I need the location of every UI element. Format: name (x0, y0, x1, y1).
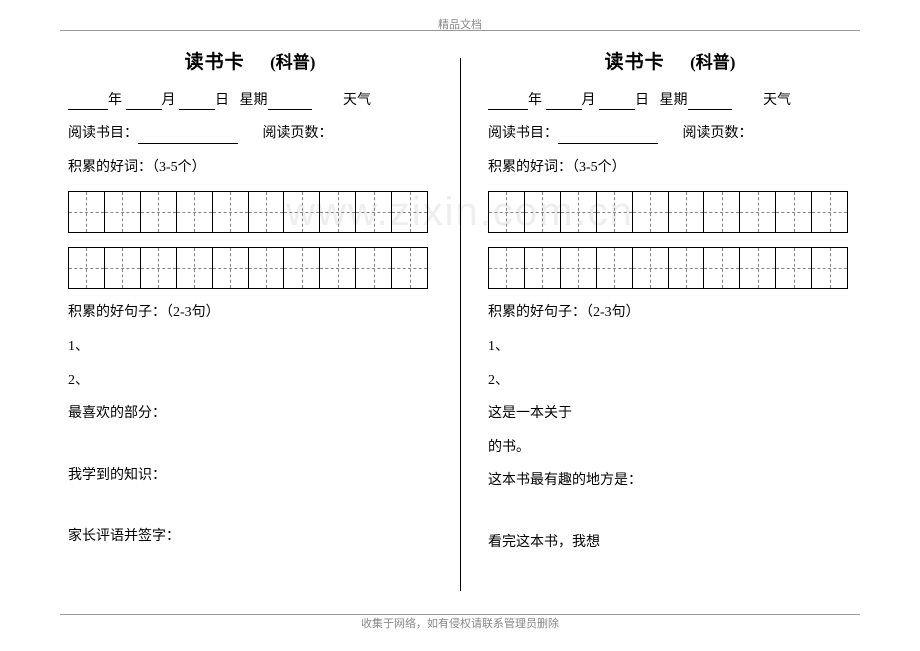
book-title-label: 阅读书目： (68, 126, 138, 141)
month-blank[interactable] (546, 94, 582, 110)
book-title-blank[interactable] (138, 128, 238, 144)
weather-label: 天气 (343, 93, 371, 108)
sentence-1: 1、 (68, 337, 432, 357)
spacer (68, 499, 432, 513)
title-sub: (科普) (270, 53, 315, 72)
after-reading: 看完这本书，我想 (488, 533, 852, 553)
most-fun: 这本书最有趣的地方是： (488, 471, 852, 491)
book-about-prefix: 这是一本关于 (488, 404, 852, 424)
weather-label: 天气 (763, 93, 791, 108)
good-words-label: 积累的好词：（3-5个） (68, 158, 432, 178)
date-line: 年 月 日 星期 天气 (488, 91, 852, 111)
parent-sign: 家长评语并签字： (68, 527, 432, 547)
title-main: 读书卡 (185, 52, 245, 73)
book-about-suffix: 的书。 (488, 438, 852, 458)
date-line: 年 月 日 星期 天气 (68, 91, 432, 111)
sentence-1: 1、 (488, 337, 852, 357)
spacer (488, 505, 852, 519)
year-blank[interactable] (68, 94, 108, 110)
page-header: 精品文档 (438, 16, 482, 32)
good-sentences-label: 积累的好句子：（2-3句） (488, 303, 852, 323)
day-blank[interactable] (599, 94, 635, 110)
month-label: 月 (582, 93, 596, 108)
weekday-label: 星期 (240, 93, 268, 108)
year-blank[interactable] (488, 94, 528, 110)
day-blank[interactable] (179, 94, 215, 110)
day-label: 日 (215, 93, 229, 108)
learned: 我学到的知识： (68, 466, 432, 486)
weekday-blank[interactable] (688, 94, 732, 110)
weekday-label: 星期 (660, 93, 688, 108)
month-label: 月 (162, 93, 176, 108)
book-line: 阅读书目： 阅读页数： (488, 124, 852, 144)
title-main: 读书卡 (605, 52, 665, 73)
day-label: 日 (635, 93, 649, 108)
good-sentences-label: 积累的好句子：（2-3句） (68, 303, 432, 323)
spacer (68, 438, 432, 452)
left-column: 读书卡 (科普) 年 月 日 星期 天气 阅读书目： 阅读页数： 积累的好词：（… (40, 50, 460, 601)
good-words-label: 积累的好词：（3-5个） (488, 158, 852, 178)
center-divider (460, 58, 461, 591)
tianzige-row-2[interactable] (488, 247, 848, 289)
month-blank[interactable] (126, 94, 162, 110)
pages-label: 阅读页数： (683, 126, 753, 141)
book-line: 阅读书目： 阅读页数： (68, 124, 432, 144)
page-footer: 收集于网络，如有侵权请联系管理员删除 (361, 615, 559, 631)
card-title: 读书卡 (科普) (68, 50, 432, 77)
year-label: 年 (528, 93, 542, 108)
tianzige-row-2[interactable] (68, 247, 428, 289)
favorite-part: 最喜欢的部分： (68, 404, 432, 424)
year-label: 年 (108, 93, 122, 108)
book-title-blank[interactable] (558, 128, 658, 144)
title-sub: (科普) (690, 53, 735, 72)
card-title: 读书卡 (科普) (488, 50, 852, 77)
right-column: 读书卡 (科普) 年 月 日 星期 天气 阅读书目： 阅读页数： 积累的好词：（… (460, 50, 880, 601)
sentence-2: 2、 (488, 371, 852, 391)
book-title-label: 阅读书目： (488, 126, 558, 141)
page: 精品文档 读书卡 (科普) 年 月 日 星期 天气 阅读书目： 阅读页数： 积累… (0, 0, 920, 651)
weekday-blank[interactable] (268, 94, 312, 110)
pages-label: 阅读页数： (263, 126, 333, 141)
tianzige-row-1[interactable] (488, 191, 848, 233)
sentence-2: 2、 (68, 371, 432, 391)
tianzige-row-1[interactable] (68, 191, 428, 233)
